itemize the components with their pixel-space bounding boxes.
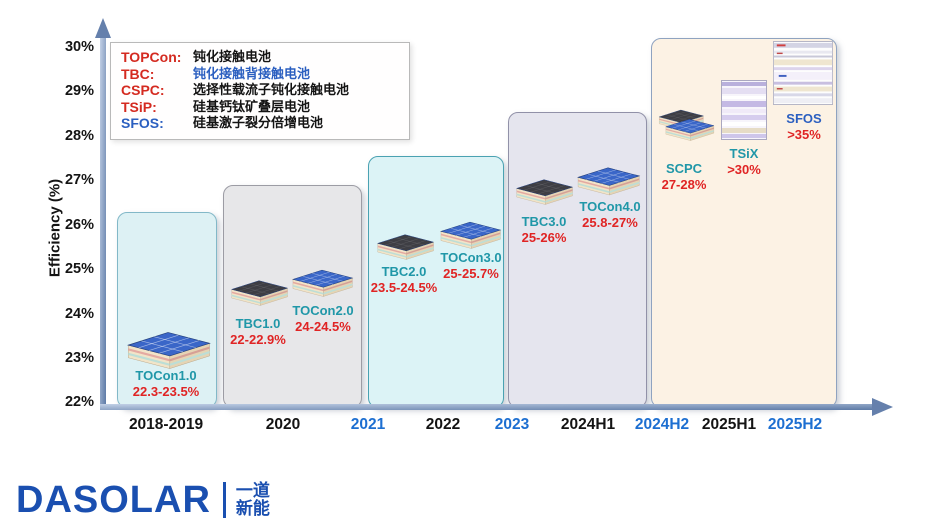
legend-def-tsip: 硅基钙钛矿叠层电池 — [193, 98, 311, 114]
legend-row-tbc: TBC: 钝化接触背接触电池 — [121, 66, 399, 83]
legend-term-tbc: TBC: — [121, 65, 155, 82]
cell-illustration-tocon2 — [292, 269, 353, 297]
tech-label-tbc3: TBC3.0 — [521, 214, 567, 229]
y-tick-26: 26% — [64, 217, 94, 233]
tech-value-tbc3: 25-26% — [521, 230, 567, 245]
legend-row-tsip: TSiP: 硅基钙钛矿叠层电池 — [121, 99, 399, 116]
legend-def-tbc: 钝化接触背接触电池 — [193, 65, 311, 81]
x-label-2020: 2020 — [265, 416, 301, 433]
tech-label-scpc: SCPC — [665, 161, 703, 176]
tech-label-tocon3: TOCon3.0 — [440, 250, 502, 265]
bar-2023-2024h1 — [508, 112, 647, 408]
cell-illustration-tsix — [721, 80, 767, 140]
y-tick-30: 30% — [64, 39, 94, 55]
tech-label-tbc2: TBC2.0 — [381, 264, 427, 279]
cell-illustration-tocon1 — [127, 331, 210, 370]
tech-value-tbc2: 23.5-24.5% — [370, 280, 438, 295]
y-tick-24: 24% — [64, 306, 94, 322]
x-label-2018-2019: 2018-2019 — [128, 416, 204, 433]
x-label-2025h2: 2025H2 — [767, 416, 823, 433]
logo-cn-top: 一道 — [235, 481, 270, 500]
tech-value-scpc: 27-28% — [661, 177, 707, 192]
tech-label-tocon2: TOCon2.0 — [292, 303, 354, 318]
legend-term-topcon: TOPCon: — [121, 49, 182, 65]
y-tick-25: 25% — [64, 261, 94, 277]
logo-chinese: 一道 新能 — [236, 482, 270, 518]
y-tick-22: 22% — [64, 394, 94, 410]
tech-label-tsix: TSiX — [729, 146, 759, 161]
legend-row-cspc: CSPC: 选择性载流子钝化接触电池 — [121, 82, 399, 99]
tech-value-tocon2: 24-24.5% — [295, 319, 351, 334]
legend-def-sfos: 硅基激子裂分倍增电池 — [193, 115, 324, 130]
legend-row-sfos: SFOS: 硅基激子裂分倍增电池 — [121, 115, 399, 132]
legend-def-topcon: 钝化接触电池 — [193, 49, 272, 64]
x-label-2022: 2022 — [425, 416, 461, 433]
tech-value-tocon1: 22.3-23.5% — [132, 384, 200, 399]
legend-box: TOPCon: 钝化接触电池 TBC: 钝化接触背接触电池 CSPC: 选择性载… — [110, 42, 410, 140]
tech-value-tocon3: 25-25.7% — [443, 266, 499, 281]
tech-label-tbc1: TBC1.0 — [235, 316, 281, 331]
legend-term-cspc: CSPC: — [121, 82, 165, 98]
logo-cn-bottom: 新能 — [235, 499, 270, 518]
x-label-2021: 2021 — [350, 416, 386, 433]
y-tick-23: 23% — [64, 350, 94, 366]
x-label-2024h2: 2024H2 — [634, 416, 690, 433]
x-label-2023: 2023 — [494, 416, 530, 433]
cell-illustration-tbc3 — [516, 179, 573, 205]
cell-illustration-tbc1 — [231, 280, 288, 306]
cell-illustration-scpc — [658, 109, 715, 141]
tech-value-tsix: >30% — [727, 162, 761, 177]
x-label-2025h1: 2025H1 — [701, 416, 757, 433]
tech-label-tocon4: TOCon4.0 — [579, 199, 641, 214]
tech-label-tocon1: TOCon1.0 — [135, 368, 197, 383]
logo: DASOLAR 一道 新能 — [16, 478, 270, 522]
x-label-2024h1: 2024H1 — [560, 416, 616, 433]
y-tick-27: 27% — [64, 172, 94, 188]
cell-illustration-tbc2 — [377, 234, 434, 260]
cell-illustration-tocon3 — [440, 221, 501, 249]
y-tick-29: 29% — [64, 83, 94, 99]
tech-value-tocon4: 25.8-27% — [582, 215, 638, 230]
tech-value-tbc1: 22-22.9% — [230, 332, 286, 347]
logo-wordmark: DASOLAR — [16, 479, 211, 521]
legend-row-topcon: TOPCon: 钝化接触电池 — [121, 49, 399, 66]
legend-def-cspc: 选择性载流子钝化接触电池 — [193, 82, 350, 97]
legend-term-tsip: TSiP: — [121, 98, 157, 115]
cell-illustration-sfos — [772, 41, 834, 105]
y-tick-28: 28% — [64, 128, 94, 144]
legend-term-sfos: SFOS: — [121, 115, 164, 131]
tech-value-sfos: >35% — [787, 127, 821, 142]
logo-divider — [222, 482, 226, 518]
cell-illustration-tocon4 — [577, 167, 640, 196]
tech-label-sfos: SFOS — [786, 111, 822, 126]
bar-2018-2019 — [117, 212, 217, 408]
